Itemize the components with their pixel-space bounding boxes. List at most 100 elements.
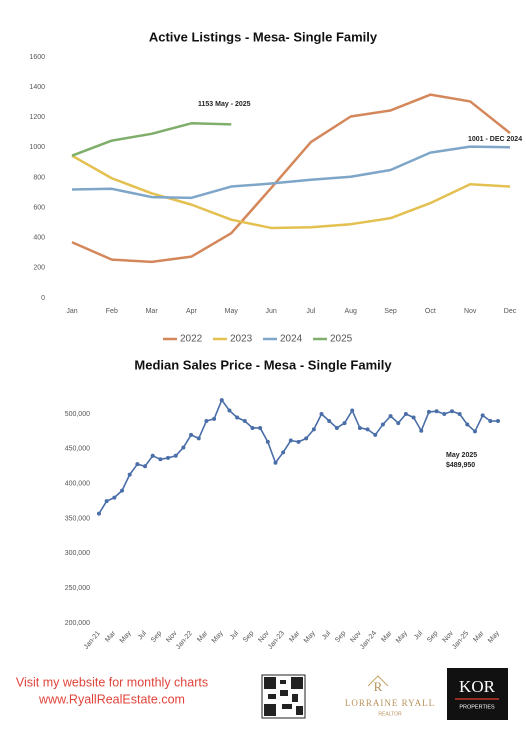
brand-logo: KOR PROPERTIES bbox=[447, 668, 508, 720]
point bbox=[496, 419, 500, 424]
point bbox=[311, 427, 316, 432]
legend-label: 2022 bbox=[180, 334, 203, 345]
y-tick-label: 400,000 bbox=[65, 481, 90, 488]
chart-title: Median Sales Price - Mesa - Single Famil… bbox=[134, 357, 392, 372]
x-tick-label: May bbox=[225, 308, 239, 315]
annotation: 1001 - DEC 2024 bbox=[468, 136, 522, 143]
point bbox=[319, 412, 324, 417]
point bbox=[419, 428, 424, 433]
point bbox=[457, 412, 462, 417]
y-tick-label: 300,000 bbox=[65, 550, 90, 557]
point bbox=[396, 421, 401, 426]
point bbox=[434, 409, 439, 414]
point bbox=[212, 416, 217, 421]
chart-title: Active Listings - Mesa- Single Family bbox=[149, 29, 378, 44]
footer-link[interactable]: www.RyallRealEstate.com bbox=[38, 692, 185, 706]
point bbox=[97, 511, 101, 516]
point bbox=[281, 450, 286, 455]
y-tick-label: 1200 bbox=[29, 114, 45, 121]
point bbox=[235, 415, 240, 420]
point bbox=[189, 432, 194, 437]
point bbox=[373, 432, 378, 437]
x-tick-label: Jun bbox=[265, 308, 276, 315]
y-tick-label: 350,000 bbox=[65, 515, 90, 522]
x-tick-label: Dec bbox=[504, 308, 517, 315]
series-line bbox=[71, 145, 511, 200]
point bbox=[104, 499, 109, 504]
point bbox=[135, 462, 140, 467]
point bbox=[442, 412, 447, 417]
y-tick-label: 600 bbox=[33, 204, 45, 211]
point bbox=[472, 429, 477, 434]
series-line bbox=[71, 93, 511, 264]
point bbox=[227, 408, 232, 413]
legend-label: 2025 bbox=[330, 334, 353, 345]
point bbox=[342, 421, 347, 426]
annotation: 1153 May - 2025 bbox=[198, 101, 251, 108]
x-tick-label: Nov bbox=[464, 308, 477, 315]
realtor-logo: R LORRAINE RYALL REALTOR bbox=[345, 675, 435, 717]
point bbox=[365, 427, 370, 432]
point bbox=[204, 418, 209, 423]
point bbox=[143, 464, 148, 469]
point bbox=[173, 453, 178, 458]
x-tick-label: Mar bbox=[146, 308, 159, 315]
point bbox=[327, 418, 332, 423]
logo-name: LORRAINE RYALL bbox=[345, 698, 435, 708]
x-tick-label: Jul bbox=[306, 308, 315, 315]
x-tick-label: Jan bbox=[66, 308, 77, 315]
annotation: May 2025 bbox=[446, 452, 477, 459]
point bbox=[480, 413, 485, 418]
logo-title: REALTOR bbox=[378, 711, 402, 717]
x-tick-label: Apr bbox=[186, 308, 198, 315]
point bbox=[449, 409, 454, 414]
y-tick-label: 1400 bbox=[29, 84, 45, 91]
point bbox=[127, 472, 132, 477]
point bbox=[273, 460, 278, 465]
x-tick-label: Jul bbox=[229, 630, 240, 642]
point bbox=[265, 439, 270, 444]
point bbox=[150, 453, 155, 458]
y-tick-label: 500,000 bbox=[65, 411, 90, 418]
y-tick-label: 400 bbox=[33, 235, 45, 242]
point bbox=[250, 425, 255, 430]
point bbox=[403, 412, 408, 417]
x-tick-label: Jul bbox=[137, 630, 148, 642]
legend-label: 2023 bbox=[230, 334, 253, 345]
brand: KOR bbox=[459, 677, 496, 696]
annotation: $489,950 bbox=[446, 462, 475, 469]
point bbox=[196, 436, 201, 441]
x-tick-label: Sep bbox=[384, 308, 397, 315]
point bbox=[488, 418, 493, 423]
series-line bbox=[71, 122, 232, 157]
y-tick-label: 0 bbox=[41, 295, 45, 302]
point bbox=[288, 438, 293, 443]
point bbox=[258, 425, 263, 430]
point bbox=[242, 418, 247, 423]
x-tick-label: Feb bbox=[106, 308, 118, 315]
x-tick-label: Jul bbox=[321, 630, 332, 642]
point bbox=[304, 436, 309, 441]
y-tick-label: 450,000 bbox=[65, 446, 90, 453]
point bbox=[334, 425, 339, 430]
point bbox=[426, 409, 431, 414]
brand-sub: PROPERTIES bbox=[459, 704, 495, 710]
y-tick-label: 250,000 bbox=[65, 585, 90, 592]
point bbox=[181, 445, 186, 450]
y-tick-label: 1600 bbox=[29, 54, 45, 61]
point bbox=[112, 495, 117, 500]
point bbox=[388, 414, 393, 419]
y-tick-label: 1000 bbox=[29, 144, 45, 151]
point bbox=[357, 425, 362, 430]
point bbox=[380, 422, 385, 427]
y-tick-label: 200 bbox=[33, 265, 45, 272]
point bbox=[350, 408, 355, 413]
point bbox=[296, 439, 301, 444]
legend-label: 2024 bbox=[280, 334, 303, 345]
qr-code bbox=[261, 674, 306, 719]
footer-line: Visit my website for monthly charts bbox=[16, 675, 208, 689]
y-tick-label: 800 bbox=[33, 174, 45, 181]
series-line bbox=[71, 154, 511, 230]
